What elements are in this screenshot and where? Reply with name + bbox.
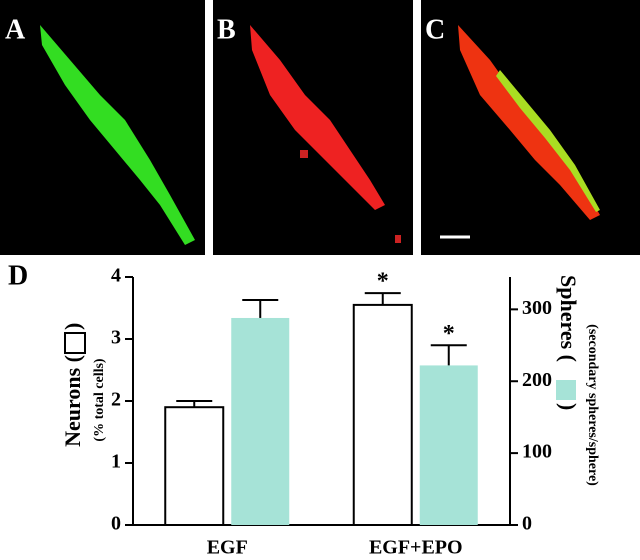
y2-tick-label: 100 [522,441,552,463]
bar [352,303,413,526]
x-tick-label: EGF [207,537,248,559]
y-tick-label: 4 [111,265,121,287]
x-tick-label: EGF+EPO [369,537,463,559]
panel-label: C [425,14,445,45]
y2-tick-label: 300 [522,297,552,319]
green-cell [40,25,195,245]
bar [164,406,225,527]
annotation: * [443,321,455,347]
bar [231,317,290,525]
y-tick-label: 1 [111,451,121,473]
y-tick-label: 3 [111,327,121,349]
annotation: * [377,269,389,295]
y2-axis-label: ) [556,403,581,410]
panel-label: B [217,14,236,45]
red-speck [395,235,401,243]
panel-label: D [8,260,28,291]
red-speck [300,150,308,158]
y2-tick-label: 200 [522,369,552,391]
y-tick-label: 0 [111,513,121,535]
panel-label: A [5,14,26,45]
y2-axis-subtitle: (secondary spheres/sphere) [585,324,600,486]
y-axis-label: Neurons ( [60,355,85,447]
y2-axis-label: Spheres ( [556,275,581,362]
merged-cell [458,25,600,220]
y-tick-label: 2 [111,389,121,411]
y-axis-subtitle: (% total cells) [92,358,107,442]
legend-swatch [64,332,86,354]
legend-swatch [556,380,576,400]
red-cell [250,25,385,210]
bar [419,365,478,525]
merged-green [496,70,600,212]
y-axis-label: ) [60,323,85,330]
y2-tick-label: 0 [522,513,532,535]
